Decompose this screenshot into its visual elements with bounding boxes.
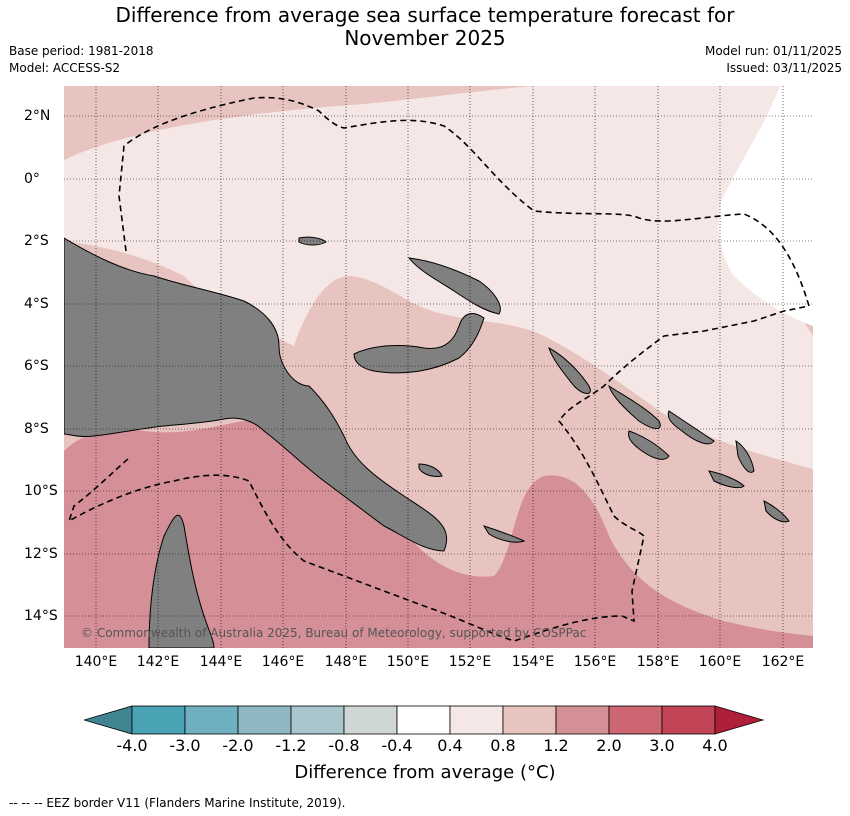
colorbar-segment (290, 705, 345, 735)
lon-label-140e: 140°E (74, 654, 118, 670)
lon-label-144e: 144°E (199, 654, 243, 670)
land-cape-york (148, 514, 215, 648)
land-guadalcanal (628, 430, 670, 460)
land-dentrecasteaux (418, 463, 443, 477)
colorbar-tick-label: 1.2 (543, 736, 569, 755)
land-new-guinea (64, 237, 448, 552)
lon-label-156e: 156°E (573, 654, 617, 670)
title-line-1: Difference from average sea surface temp… (115, 3, 735, 27)
colorbar-tick-label: -1.2 (275, 736, 307, 755)
model-run: Model run: 01/11/2025 (704, 44, 842, 58)
lat-label-0: 0° (24, 171, 40, 187)
colorbar-title: Difference from average (°C) (294, 762, 556, 783)
land-bougainville (548, 346, 591, 394)
land-louisiade (482, 525, 526, 543)
anomaly-region-neutral (718, 86, 813, 326)
meta-right: Model run: 01/11/2025 Issued: 03/11/2025 (705, 43, 842, 77)
colorbar-segment (184, 705, 239, 735)
issued-date: Issued: 03/11/2025 (726, 61, 842, 75)
colorbar-extend-low (84, 705, 133, 735)
land-makira (708, 470, 745, 489)
land-choiseul (608, 384, 661, 429)
landmass-group (64, 236, 790, 648)
colorbar-segment (608, 705, 663, 735)
land-manus (298, 236, 327, 246)
land-new-ireland (407, 257, 501, 315)
lat-label-2s: 2°S (24, 233, 49, 249)
sst-anomaly-map[interactable]: © Commonwealth of Australia 2025, Bureau… (64, 86, 813, 648)
colorbar-tick-label: -3.0 (169, 736, 201, 755)
anomaly-region-1p2-2p0 (64, 420, 813, 648)
colorbar-tick-label: -0.4 (381, 736, 413, 755)
lat-label-10s: 10°S (24, 483, 58, 499)
lon-label-152e: 152°E (448, 654, 492, 670)
land-malaita (667, 410, 715, 445)
colorbar-tick-label: -0.8 (328, 736, 360, 755)
land-malekula (763, 500, 790, 523)
colorbar-segment (661, 705, 716, 735)
lon-label-162e: 162°E (761, 654, 805, 670)
eez-legend: -- -- -- EEZ border V11 (Flanders Marine… (9, 796, 346, 810)
graticule (64, 86, 813, 648)
colorbar-segments (84, 705, 765, 735)
colorbar-tick-label: 0.8 (490, 736, 516, 755)
lat-label-8s: 8°S (24, 421, 49, 437)
title-line-2: November 2025 (344, 26, 506, 50)
colorbar-tick-label: 2.0 (596, 736, 622, 755)
model-name: Model: ACCESS-S2 (9, 61, 121, 75)
colorbar-tick-label: -4.0 (116, 736, 148, 755)
lat-label-4s: 4°S (24, 296, 49, 312)
lon-label-146e: 146°E (261, 654, 305, 670)
lon-label-148e: 148°E (324, 654, 368, 670)
lon-label-142e: 142°E (136, 654, 180, 670)
land-espiritu-santo (735, 440, 755, 473)
colorbar-tick-label: -2.0 (222, 736, 254, 755)
lon-label-150e: 150°E (386, 654, 430, 670)
lon-label-158e: 158°E (636, 654, 680, 670)
page-title: Difference from average sea surface temp… (0, 4, 850, 50)
colorbar-tick-label: 4.0 (702, 736, 728, 755)
colorbar-tick-label: 0.4 (437, 736, 463, 755)
colorbar-segment (396, 705, 451, 735)
lon-label-160e: 160°E (698, 654, 742, 670)
colorbar-segment (502, 705, 557, 735)
colorbar-segment (131, 705, 186, 735)
lon-label-154e: 154°E (511, 654, 555, 670)
base-period: Base period: 1981-2018 (9, 44, 154, 58)
lat-label-12s: 12°S (24, 546, 58, 562)
colorbar (84, 705, 765, 735)
land-new-britain (353, 313, 485, 374)
lat-label-2n: 2°N (24, 108, 51, 124)
copyright-notice: © Commonwealth of Australia 2025, Bureau… (81, 626, 586, 640)
colorbar-extend-high (714, 705, 765, 735)
colorbar-segment (555, 705, 610, 735)
eez-border (67, 96, 811, 642)
colorbar-segment (343, 705, 398, 735)
lat-label-6s: 6°S (24, 358, 49, 374)
colorbar-segment (449, 705, 504, 735)
colorbar-tick-label: 3.0 (649, 736, 675, 755)
meta-left: Base period: 1981-2018 Model: ACCESS-S2 (9, 43, 154, 77)
lat-label-14s: 14°S (24, 608, 58, 624)
colorbar-segment (237, 705, 292, 735)
